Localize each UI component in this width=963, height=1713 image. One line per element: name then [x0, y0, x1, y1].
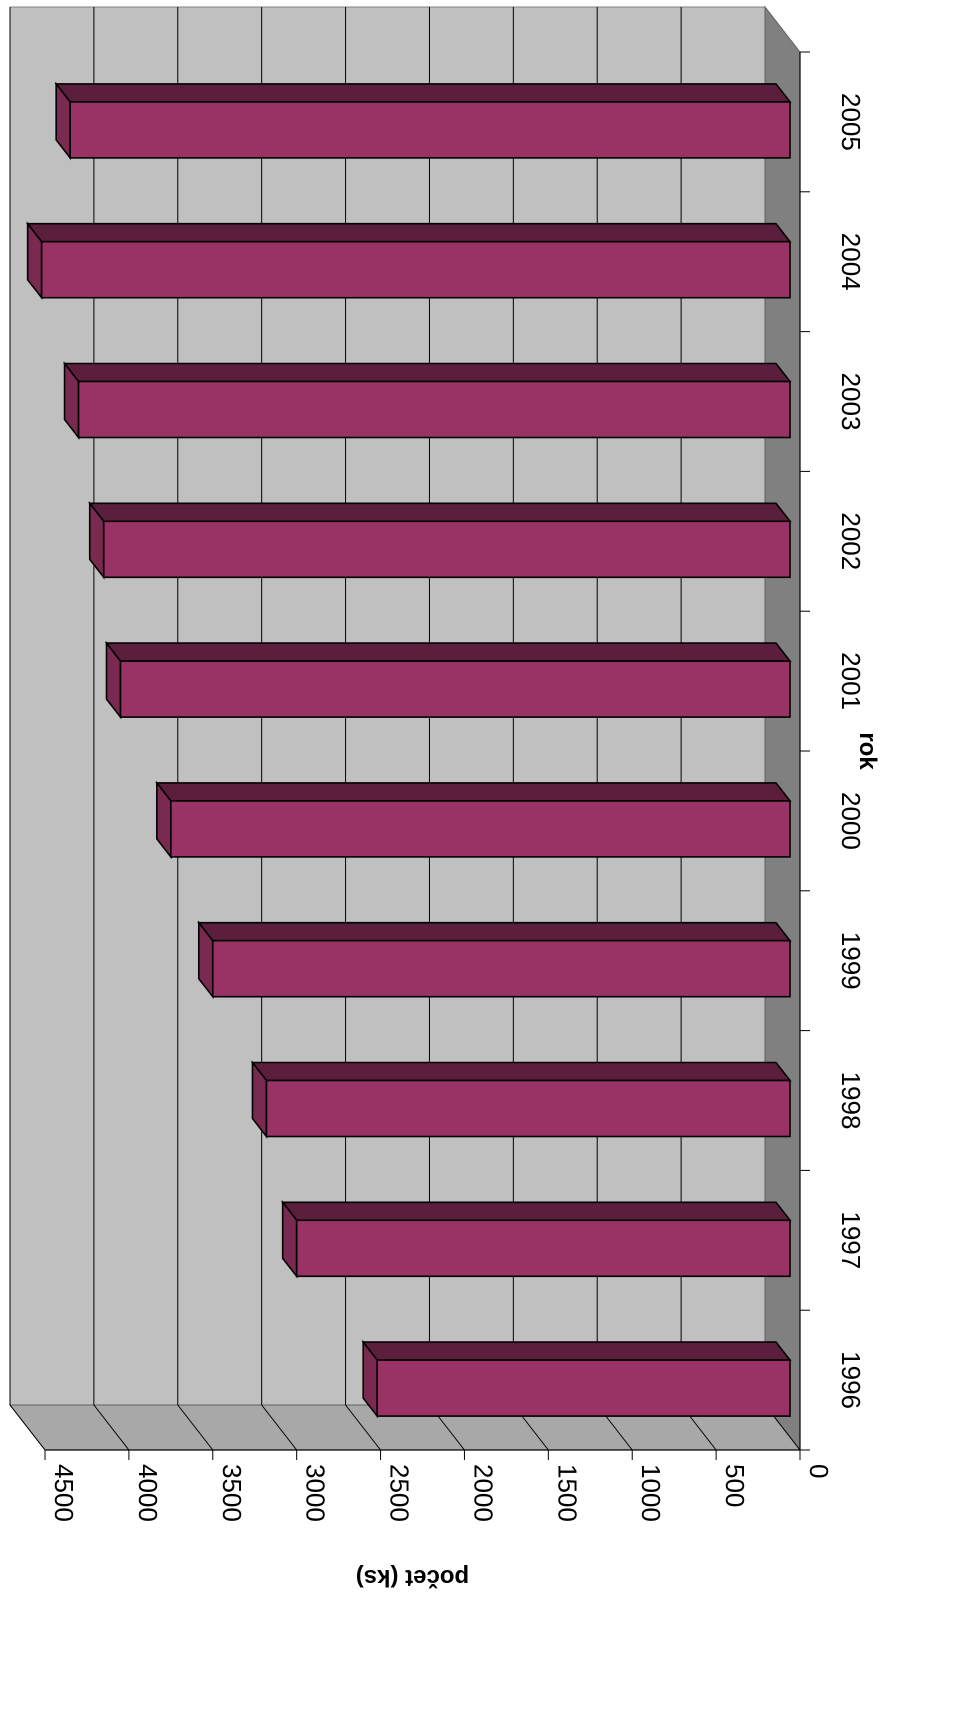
value-tick-label: 3000 — [301, 1464, 331, 1522]
plot-area — [8, 5, 802, 1452]
category-tick-label: 2001 — [836, 652, 866, 710]
bar-top — [104, 642, 792, 662]
category-tick-label: 2005 — [836, 93, 866, 151]
value-axis-title: počet (ks) — [356, 1564, 469, 1591]
value-tick-label: 4500 — [49, 1464, 79, 1522]
value-tick-label: 1000 — [636, 1464, 666, 1522]
category-axis-ticks: 1996 1997 1998 1999 2000 2001 2002 2003 2004 2005 — [800, 51, 866, 1451]
value-tick-label: 1500 — [552, 1464, 582, 1522]
bar-top — [62, 362, 792, 383]
bar-top — [281, 1201, 792, 1222]
bar-top — [88, 502, 792, 523]
bar-top — [155, 782, 792, 802]
value-tick-label: 2000 — [468, 1464, 498, 1522]
category-tick-label: 2004 — [836, 233, 866, 291]
bar-top — [54, 83, 792, 103]
bar — [69, 101, 791, 159]
bar — [77, 380, 791, 439]
category-axis-title: rok — [854, 732, 881, 770]
category-tick-label: 2002 — [836, 512, 866, 570]
bar — [295, 1219, 791, 1278]
bar — [211, 939, 791, 998]
category-tick-label: 1997 — [836, 1211, 866, 1269]
value-tick-label: 2500 — [385, 1464, 415, 1522]
category-tick-label: 1996 — [836, 1351, 866, 1409]
bar — [376, 1359, 791, 1417]
gridline-side — [345, 1404, 381, 1451]
value-axis-ticks: 0 500 1000 1500 2000 2500 3000 3500 4000 4500 — [44, 1450, 834, 1522]
category-tick-label: 2003 — [836, 373, 866, 431]
gridline-side — [9, 1404, 46, 1451]
bar-top — [361, 1341, 792, 1361]
gridline-side — [261, 1404, 298, 1451]
value-tick-label: 3500 — [217, 1464, 247, 1522]
value-tick-label: 500 — [720, 1464, 750, 1507]
bar-top — [197, 921, 792, 942]
bar-top — [26, 222, 792, 243]
bar — [40, 240, 791, 299]
value-tick-label: 0 — [804, 1464, 834, 1478]
category-tick-label: 2000 — [836, 792, 866, 850]
category-tick-label: 1998 — [836, 1072, 866, 1130]
bar — [119, 660, 791, 718]
gridline-side — [93, 1404, 130, 1451]
bar-top — [250, 1061, 792, 1082]
gridline-side — [177, 1404, 214, 1451]
bar — [170, 800, 791, 858]
bar — [265, 1079, 791, 1138]
bar — [102, 520, 791, 579]
value-tick-label: 4000 — [133, 1464, 163, 1522]
category-tick-label: 1999 — [836, 932, 866, 990]
